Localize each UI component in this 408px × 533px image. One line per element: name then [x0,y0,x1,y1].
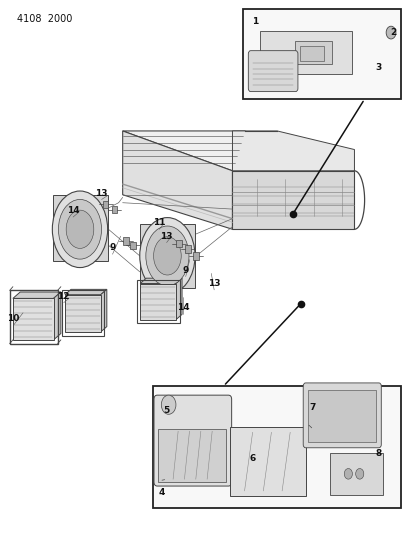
Text: 1: 1 [252,18,258,27]
Ellipse shape [66,210,94,248]
Ellipse shape [140,217,195,294]
Ellipse shape [52,191,108,268]
Text: 12: 12 [58,292,70,301]
Polygon shape [65,295,101,332]
Bar [299,46,324,61]
Polygon shape [13,298,53,340]
Text: 4108  2000: 4108 2000 [17,14,72,24]
Bar [123,237,129,245]
Bar [112,206,118,213]
Polygon shape [13,292,61,298]
Polygon shape [140,224,195,288]
Text: 7: 7 [310,403,316,412]
FancyBboxPatch shape [260,31,352,74]
FancyBboxPatch shape [308,390,376,442]
Bar [193,252,199,260]
Ellipse shape [146,226,189,286]
Text: 5: 5 [164,406,170,415]
Polygon shape [233,131,355,171]
Text: 11: 11 [153,219,166,228]
Text: 14: 14 [177,303,189,312]
Text: 13: 13 [208,279,220,288]
Circle shape [344,469,353,479]
FancyBboxPatch shape [330,453,383,495]
Bar [176,240,182,247]
Text: 13: 13 [95,189,108,198]
Bar [295,41,332,64]
Bar [103,200,109,208]
Circle shape [386,26,396,39]
Text: 2: 2 [390,28,396,37]
FancyBboxPatch shape [231,427,306,496]
Circle shape [161,395,176,414]
Text: 9: 9 [109,244,116,253]
Polygon shape [123,131,233,229]
Text: 3: 3 [376,63,382,71]
FancyBboxPatch shape [154,395,232,486]
Polygon shape [65,289,107,295]
FancyBboxPatch shape [248,51,298,92]
FancyBboxPatch shape [303,383,381,448]
Text: 13: 13 [160,232,173,241]
Polygon shape [123,131,355,171]
Ellipse shape [58,199,102,259]
Bar [130,241,136,249]
Polygon shape [53,292,61,340]
Ellipse shape [153,237,181,275]
Polygon shape [233,171,355,229]
Polygon shape [140,284,176,320]
Text: 8: 8 [376,449,382,458]
Bar [185,245,191,253]
Text: 14: 14 [67,206,80,215]
Text: 10: 10 [7,314,20,323]
Polygon shape [101,289,107,332]
Bar [153,386,401,508]
Polygon shape [53,195,109,261]
Polygon shape [176,278,182,320]
Circle shape [356,469,364,479]
Bar [243,9,401,99]
Text: 4: 4 [158,488,164,497]
Text: 6: 6 [250,455,256,463]
FancyBboxPatch shape [158,429,226,482]
Text: 9: 9 [182,266,189,274]
Polygon shape [140,278,182,284]
